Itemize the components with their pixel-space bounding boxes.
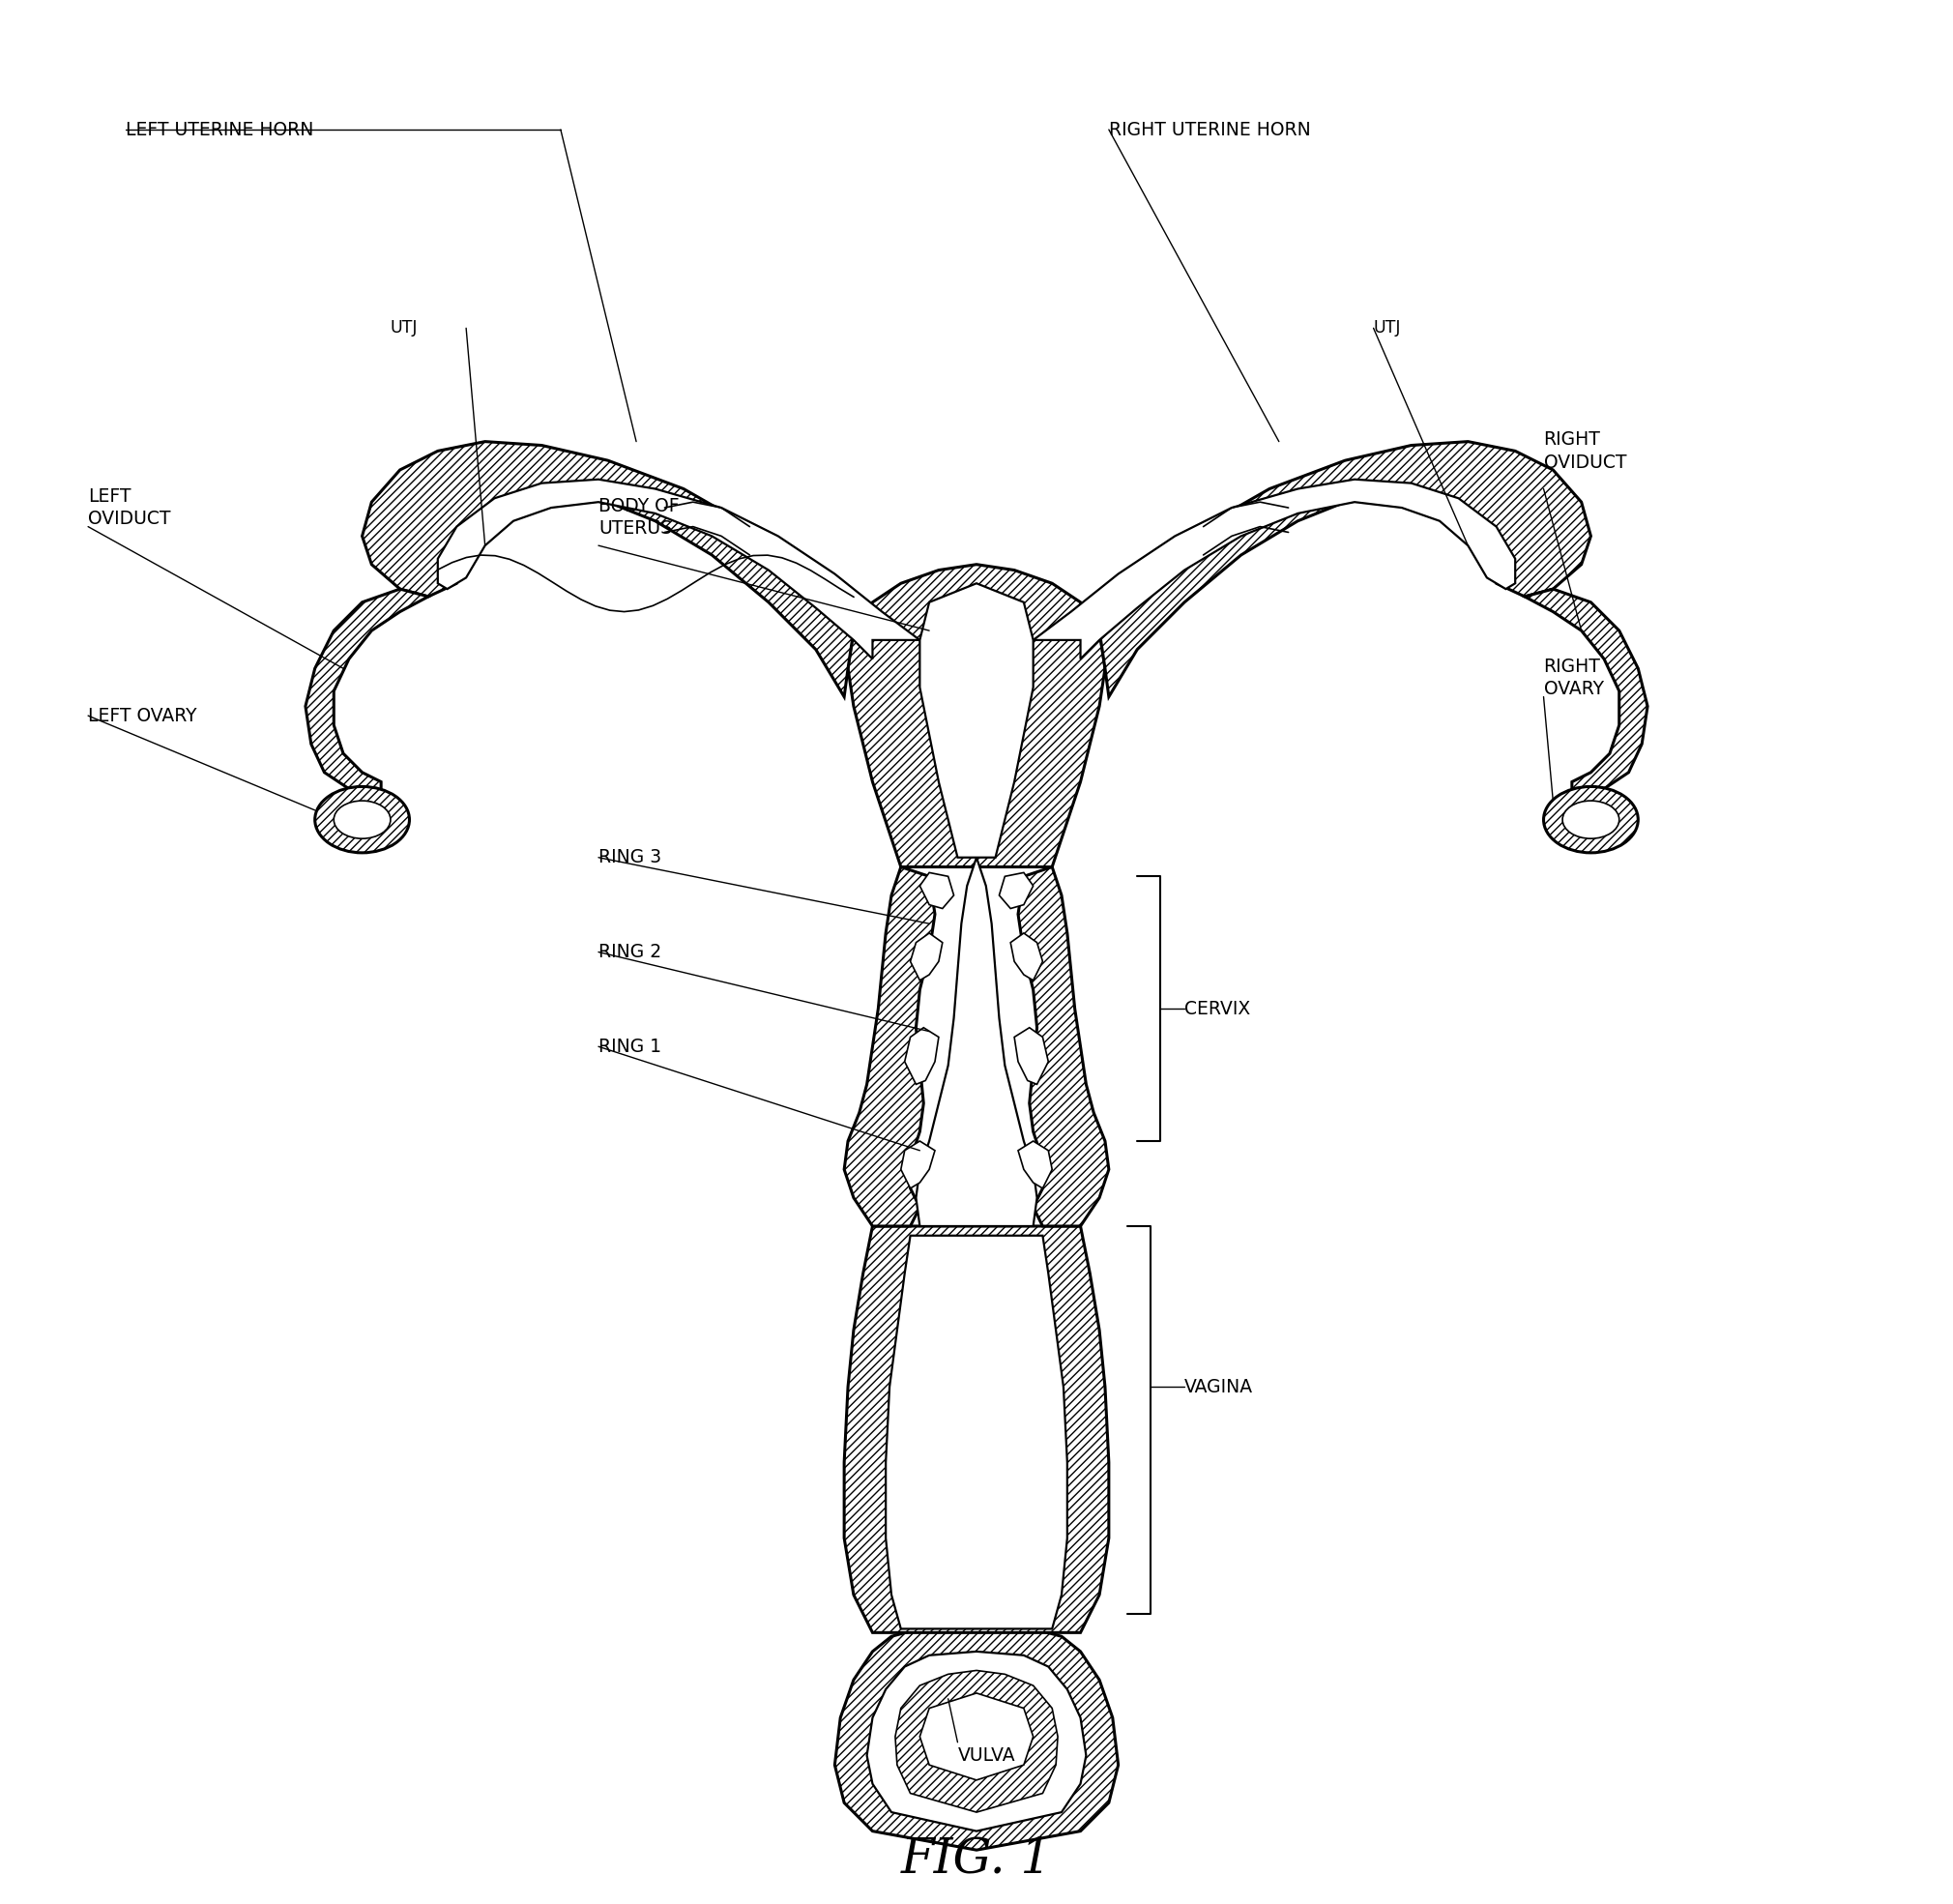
Text: VAGINA: VAGINA [1184,1378,1254,1396]
Text: RIGHT UTERINE HORN: RIGHT UTERINE HORN [1109,120,1310,139]
Polygon shape [894,1670,1059,1813]
Polygon shape [1033,480,1516,659]
Ellipse shape [1543,786,1639,853]
Text: LEFT
OVIDUCT: LEFT OVIDUCT [88,487,170,527]
Polygon shape [867,1651,1086,1832]
Text: BODY OF
UTERUS: BODY OF UTERUS [598,497,680,537]
Text: CERVIX: CERVIX [1184,1000,1250,1019]
Polygon shape [916,857,1037,1226]
Polygon shape [844,1226,1109,1632]
Polygon shape [305,588,428,798]
Polygon shape [920,583,1033,857]
Polygon shape [904,1028,939,1085]
Ellipse shape [314,786,410,853]
Polygon shape [1000,872,1033,908]
Polygon shape [910,933,943,981]
Text: VULVA: VULVA [957,1746,1016,1765]
Text: LEFT OVARY: LEFT OVARY [88,706,197,725]
Text: LEFT UTERINE HORN: LEFT UTERINE HORN [125,120,314,139]
Polygon shape [844,866,935,1226]
Polygon shape [834,1624,1119,1851]
Text: RIGHT
OVARY: RIGHT OVARY [1543,657,1603,699]
Ellipse shape [334,802,391,838]
Polygon shape [1525,588,1648,798]
Text: RING 1: RING 1 [598,1038,662,1055]
Polygon shape [1018,1140,1053,1188]
Polygon shape [1014,1028,1049,1085]
Polygon shape [920,1693,1033,1780]
Polygon shape [887,1236,1066,1628]
Polygon shape [900,1140,935,1188]
Text: RING 2: RING 2 [598,942,662,962]
Polygon shape [1018,866,1109,1226]
Polygon shape [361,442,853,697]
Text: RING 3: RING 3 [598,849,662,866]
Polygon shape [1010,933,1043,981]
Polygon shape [1100,442,1592,697]
Text: RIGHT
OVIDUCT: RIGHT OVIDUCT [1543,430,1627,472]
Polygon shape [437,480,920,659]
Text: UTJ: UTJ [391,320,418,337]
Text: FIG. 1: FIG. 1 [900,1835,1053,1883]
Text: UTJ: UTJ [1373,320,1400,337]
Polygon shape [848,564,1105,866]
Ellipse shape [1562,802,1619,838]
Polygon shape [920,872,953,908]
